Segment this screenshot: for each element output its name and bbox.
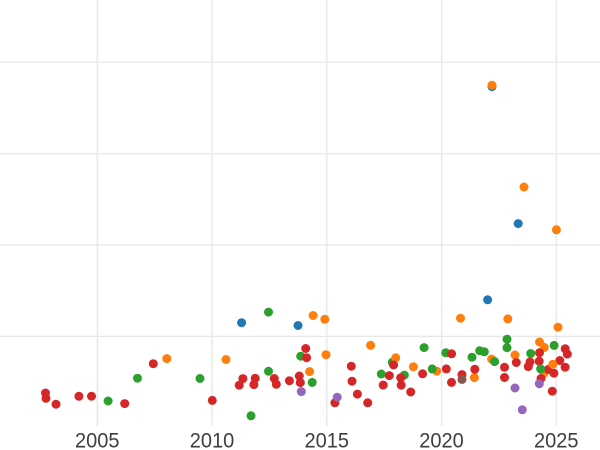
svg-text:2015: 2015	[305, 429, 350, 450]
svg-text:2010: 2010	[190, 429, 235, 450]
svg-text:2025: 2025	[534, 429, 579, 450]
svg-text:2020: 2020	[419, 429, 464, 450]
svg-text:2005: 2005	[75, 429, 120, 450]
